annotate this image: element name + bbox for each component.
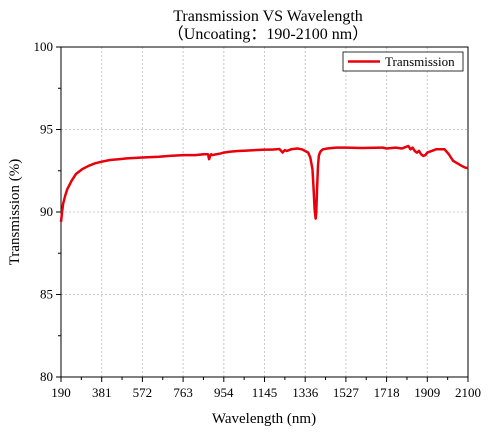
axis-ticks: [56, 46, 469, 382]
x-tick-label: 381: [92, 385, 112, 400]
y-axis-label: Transmission (%): [7, 159, 23, 266]
legend-box: [342, 51, 464, 72]
grid: [61, 47, 468, 377]
x-tick-label: 954: [214, 385, 234, 400]
x-tick-label: 1145: [252, 385, 278, 400]
x-tick-label: 1909: [414, 385, 440, 400]
x-tick-label: 572: [133, 385, 153, 400]
x-tick-label: 190: [51, 385, 71, 400]
x-tick-label: 1718: [374, 385, 400, 400]
legend: Transmission: [342, 51, 464, 72]
y-tick-label: 80: [40, 369, 53, 384]
legend-label: Transmission: [385, 54, 455, 69]
x-tick-label: 2100: [455, 385, 481, 400]
y-tick-label: 90: [40, 204, 53, 219]
y-tick-label: 100: [34, 39, 54, 54]
series-group: [59, 144, 469, 223]
x-tick-label: 1527: [333, 385, 360, 400]
y-tick-labels: 80 85 90 95 100: [34, 39, 54, 384]
x-axis-label: Wavelength (nm): [212, 411, 316, 427]
series-line-transmission: [59, 144, 469, 223]
x-tick-label: 1336: [292, 385, 319, 400]
x-tick-label: 763: [173, 385, 193, 400]
y-tick-label: 95: [40, 122, 53, 137]
y-tick-label: 85: [40, 287, 53, 302]
x-tick-labels: 190 381 572 763 954 1145 1336 1527 1718 1909 2100: [51, 385, 481, 400]
chart-title: Transmission VS Wavelength: [173, 8, 363, 25]
chart-subtitle: （Uncoating：190-2100 nm）: [168, 25, 368, 43]
